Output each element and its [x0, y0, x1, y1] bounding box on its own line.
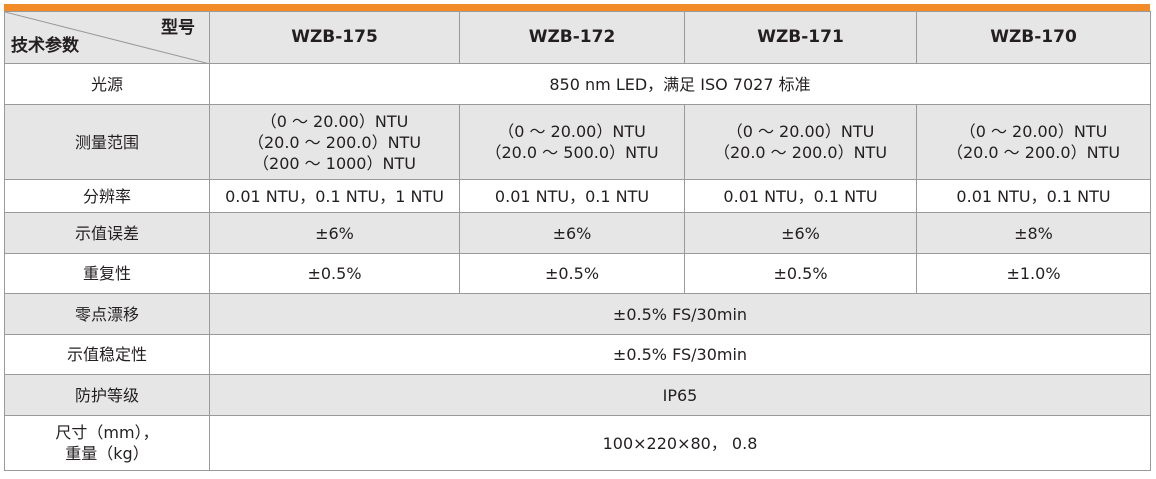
cell: 850 nm LED，满足 ISO 7027 标准	[209, 63, 1151, 105]
line: （0 ～ 20.00）NTU	[260, 111, 409, 131]
row-light: 光源 850 nm LED，满足 ISO 7027 标准	[4, 63, 1151, 105]
cell: 0.01 NTU，0.1 NTU	[459, 179, 685, 213]
line: 尺寸（mm），	[55, 423, 159, 442]
model-label: 型号	[161, 18, 195, 38]
row-label: 示值稳定性	[4, 334, 210, 375]
cell: IP65	[209, 374, 1151, 416]
orange-top-bar	[4, 4, 1150, 11]
line: （20.0 ～ 200.0）NTU	[247, 132, 422, 152]
model-header: WZB-172	[459, 11, 685, 64]
cell: （0 ～ 20.00）NTU （20.0 ～ 200.0）NTU （200 ～ 10…	[209, 104, 460, 180]
line: （20.0 ～ 200.0）NTU	[713, 143, 888, 162]
row-label: 光源	[4, 63, 210, 105]
cell: ±6%	[209, 212, 460, 254]
row-size: 尺寸（mm）， 重量（kg） 100×220×80， 0.8	[4, 415, 1151, 471]
cell: ±0.5% FS/30min	[209, 334, 1151, 375]
cell: （0 ～ 20.00）NTU （20.0 ～ 200.0）NTU	[916, 104, 1151, 180]
row-label: 零点漂移	[4, 293, 210, 335]
row-label: 示值误差	[4, 212, 210, 254]
row-drift: 零点漂移 ±0.5% FS/30min	[4, 293, 1151, 335]
line: （20.0 ～ 500.0）NTU	[485, 143, 659, 162]
diagonal-line	[5, 12, 210, 64]
header-row: 型号 技术参数 WZB-175 WZB-172 WZB-171 WZB-170	[4, 11, 1151, 64]
cell: ±0.5%	[209, 253, 460, 294]
cell: ±0.5% FS/30min	[209, 293, 1151, 335]
line: （20.0 ～ 200.0）NTU	[946, 143, 1121, 162]
cell: ±1.0%	[916, 253, 1151, 294]
row-stability: 示值稳定性 ±0.5% FS/30min	[4, 334, 1151, 375]
cell: 0.01 NTU，0.1 NTU	[916, 179, 1151, 213]
line: 重量（kg）	[65, 444, 149, 463]
row-protection: 防护等级 IP65	[4, 374, 1151, 416]
cell: （0 ～ 20.00）NTU （20.0 ～ 500.0）NTU	[459, 104, 685, 180]
cell: 100×220×80， 0.8	[209, 415, 1151, 471]
row-label: 重复性	[4, 253, 210, 294]
line: （0 ～ 20.00）NTU	[726, 122, 875, 141]
cell: ±8%	[916, 212, 1151, 254]
cell: ±0.5%	[684, 253, 917, 294]
cell: （0 ～ 20.00）NTU （20.0 ～ 200.0）NTU	[684, 104, 917, 180]
spec-table: 型号 技术参数 WZB-175 WZB-172 WZB-171 WZB-170 …	[4, 11, 1151, 471]
model-header: WZB-171	[684, 11, 917, 64]
param-label: 技术参数	[11, 36, 79, 56]
row-error: 示值误差 ±6% ±6% ±6% ±8%	[4, 212, 1151, 254]
row-range: 测量范围 （0 ～ 20.00）NTU （20.0 ～ 200.0）NTU （200…	[4, 104, 1151, 180]
line: （0 ～ 20.00）NTU	[498, 122, 646, 141]
cell: 0.01 NTU，0.1 NTU	[684, 179, 917, 213]
corner-cell: 型号 技术参数	[4, 11, 210, 64]
cell: ±6%	[684, 212, 917, 254]
model-header: WZB-170	[916, 11, 1151, 64]
cell: ±0.5%	[459, 253, 685, 294]
model-header: WZB-175	[209, 11, 460, 64]
row-resolution: 分辨率 0.01 NTU，0.1 NTU，1 NTU 0.01 NTU，0.1 …	[4, 179, 1151, 213]
row-label: 防护等级	[4, 374, 210, 416]
row-label: 分辨率	[4, 179, 210, 213]
row-label: 尺寸（mm）， 重量（kg）	[4, 415, 210, 471]
cell: ±6%	[459, 212, 685, 254]
cell: 0.01 NTU，0.1 NTU，1 NTU	[209, 179, 460, 213]
line: （0 ～ 20.00）NTU	[959, 122, 1108, 141]
row-label: 测量范围	[4, 104, 210, 180]
line: （200 ～ 1000）NTU	[253, 153, 416, 173]
row-repeat: 重复性 ±0.5% ±0.5% ±0.5% ±1.0%	[4, 253, 1151, 294]
